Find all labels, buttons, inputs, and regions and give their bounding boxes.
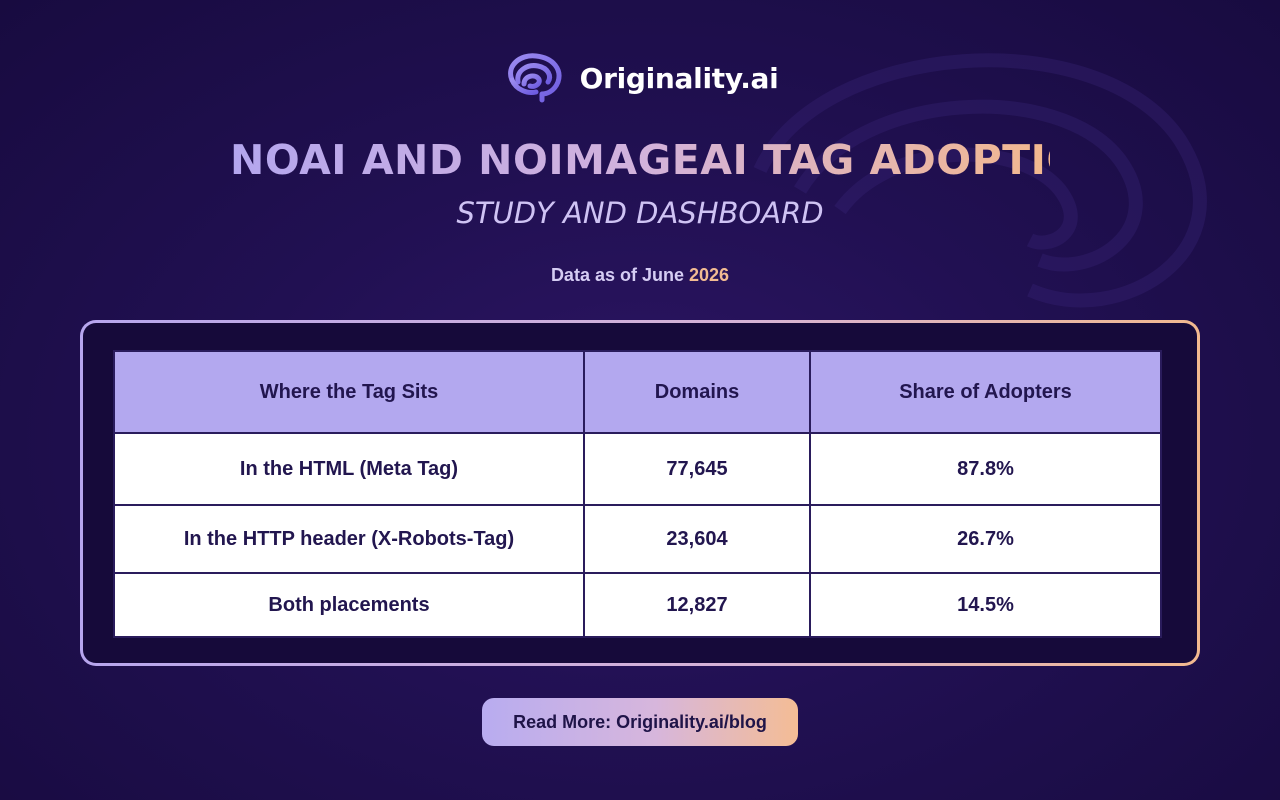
table-header-row: Where the Tag Sits Domains Share of Adop… bbox=[113, 350, 1162, 434]
data-date-year: 2026 bbox=[689, 265, 730, 285]
page-subtitle: STUDY AND DASHBOARD bbox=[456, 196, 824, 230]
table-row: In the HTTP header (X-Robots-Tag) 23,604… bbox=[113, 504, 1162, 574]
brand-logo: Originality.ai bbox=[0, 50, 1280, 106]
table-frame-inner: Where the Tag Sits Domains Share of Adop… bbox=[83, 323, 1197, 663]
data-date-label: Data as of June bbox=[550, 265, 684, 285]
table-cell: In the HTML (Meta Tag) bbox=[113, 432, 585, 506]
column-header: Share of Adopters bbox=[809, 350, 1162, 434]
brand-name: Originality.ai bbox=[579, 61, 779, 95]
table-cell: 23,604 bbox=[583, 504, 811, 574]
table-cell: 12,827 bbox=[583, 572, 811, 638]
read-more-button[interactable]: Read More: Originality.ai/blog bbox=[482, 698, 798, 746]
table-cell: 77,645 bbox=[583, 432, 811, 506]
brain-icon bbox=[507, 53, 562, 103]
table-cell: 14.5% bbox=[809, 572, 1162, 638]
table-row: In the HTML (Meta Tag) 77,645 87.8% bbox=[113, 432, 1162, 506]
column-header: Where the Tag Sits bbox=[113, 350, 585, 434]
read-more-label: Read More: Originality.ai/blog bbox=[513, 711, 767, 732]
data-date-line: Data as of June 2026 bbox=[0, 265, 1280, 286]
table-row: Both placements 12,827 14.5% bbox=[113, 572, 1162, 638]
table-cell: In the HTTP header (X-Robots-Tag) bbox=[113, 504, 585, 574]
table-cell: 26.7% bbox=[809, 504, 1162, 574]
table-cell: Both placements bbox=[113, 572, 585, 638]
column-header: Domains bbox=[583, 350, 811, 434]
page-title: NOAI AND NOIMAGEAI TAG ADOPTION bbox=[230, 136, 1117, 184]
table-cell: 87.8% bbox=[809, 432, 1162, 506]
adoption-table: Where the Tag Sits Domains Share of Adop… bbox=[113, 350, 1162, 638]
table-frame: Where the Tag Sits Domains Share of Adop… bbox=[80, 320, 1200, 666]
